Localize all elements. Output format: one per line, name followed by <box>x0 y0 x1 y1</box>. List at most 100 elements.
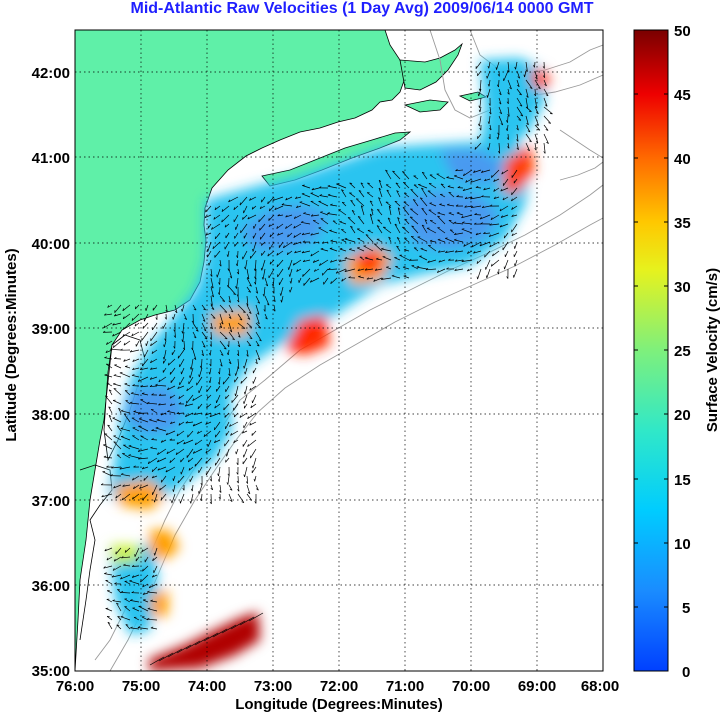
vector-arrow <box>221 214 230 223</box>
vector-arrowhead <box>245 481 248 484</box>
vector-arrow <box>424 219 428 225</box>
vector-arrowhead <box>461 259 465 262</box>
vector-arrow <box>470 196 482 200</box>
vector-arrow <box>366 192 374 198</box>
vector-arrowhead <box>138 411 141 414</box>
vector-arrowhead <box>112 323 115 326</box>
vector-arrowhead <box>147 607 151 610</box>
vector-arrowhead <box>455 169 458 172</box>
vector-arrowhead <box>279 293 282 296</box>
vector-arrow <box>114 364 122 369</box>
vector-arrow <box>488 142 491 151</box>
vector-arrowhead <box>330 260 333 263</box>
vector-arrow <box>198 484 203 494</box>
vector-arrow <box>320 218 329 225</box>
vector-arrowhead <box>115 495 117 499</box>
vector-arrow <box>246 322 252 328</box>
vector-arrow <box>231 394 239 403</box>
vector-arrow <box>150 331 158 342</box>
vector-arrow <box>503 70 509 82</box>
vector-arrow <box>382 256 392 261</box>
vector-arrowhead <box>157 468 160 471</box>
vector-arrow <box>192 421 203 427</box>
vector-arrow <box>233 403 239 411</box>
vector-arrowhead <box>235 451 237 455</box>
vector-arrowhead <box>241 501 245 504</box>
vector-arrow <box>176 439 185 445</box>
vector-arrowhead <box>344 269 347 272</box>
vector-arrowhead <box>511 214 514 217</box>
vector-arrow <box>525 97 529 109</box>
vector-arrowhead <box>229 330 233 333</box>
vector-arrowhead <box>266 303 270 306</box>
vector-arrowhead <box>483 231 486 234</box>
vector-arrowhead <box>214 405 216 409</box>
vector-arrowhead <box>534 105 538 109</box>
vector-arrow <box>330 277 338 285</box>
vector-arrow <box>339 259 347 262</box>
vector-arrow <box>162 322 167 329</box>
vector-arrow <box>196 376 203 386</box>
vector-arrowhead <box>259 206 262 209</box>
vector-arrow <box>133 484 140 490</box>
vector-arrowhead <box>544 84 547 87</box>
vector-arrow <box>183 439 194 445</box>
vector-arrow <box>330 259 338 263</box>
vector-arrowhead <box>211 308 215 310</box>
vector-arrowhead <box>129 599 133 601</box>
vector-arrow <box>122 313 131 320</box>
vector-arrowhead <box>248 312 252 314</box>
vector-arrowhead <box>232 338 235 341</box>
vector-arrow <box>420 248 428 252</box>
vector-arrow <box>489 241 500 248</box>
vector-arrowhead <box>411 225 415 228</box>
vector-arrow <box>350 226 356 234</box>
vector-arrow <box>543 79 547 87</box>
vector-arrow <box>122 493 131 501</box>
vector-arrowhead <box>244 266 246 270</box>
vector-arrow <box>402 266 410 270</box>
vector-arrow <box>294 214 302 219</box>
vector-arrow <box>205 421 212 425</box>
y-tick-label: 42:00 <box>32 65 70 82</box>
vector-arrow <box>303 259 311 263</box>
vector-arrow <box>219 304 228 313</box>
vector-arrow <box>287 232 293 238</box>
vector-arrow <box>165 430 176 436</box>
vector-arrow <box>259 205 266 210</box>
vector-arrow <box>252 376 257 384</box>
vector-arrow <box>185 421 194 424</box>
vector-arrow <box>485 259 491 270</box>
vector-arrowhead <box>381 277 384 280</box>
vector-arrowhead <box>394 223 398 226</box>
vector-arrowhead <box>479 127 482 131</box>
vector-arrowhead <box>147 590 150 593</box>
vector-arrowhead <box>378 197 381 200</box>
vector-arrowhead <box>104 548 107 552</box>
vector-arrowhead <box>296 269 299 272</box>
vector-arrowhead <box>341 278 343 282</box>
vector-arrowhead <box>133 465 136 468</box>
vector-arrowhead <box>394 200 398 203</box>
vector-arrowhead <box>206 396 209 399</box>
vector-arrowhead <box>162 356 165 360</box>
vector-arrow <box>210 331 212 340</box>
vector-arrowhead <box>518 119 521 121</box>
vector-arrowhead <box>525 69 528 72</box>
vector-arrow <box>493 196 500 200</box>
vector-arrowhead <box>493 189 496 192</box>
vector-arrowhead <box>474 147 476 150</box>
vector-arrowhead <box>230 310 234 313</box>
colorbar-tick-label: 30 <box>674 279 691 296</box>
vector-arrowhead <box>437 270 439 273</box>
vector-arrowhead <box>300 221 304 223</box>
vector-arrowhead <box>256 312 260 315</box>
vector-arrowhead <box>526 122 529 126</box>
vector-arrow <box>428 183 437 189</box>
vector-arrow <box>239 412 248 418</box>
vector-arrowhead <box>234 373 237 376</box>
vector-arrow <box>185 403 194 407</box>
x-tick-label: 74:00 <box>188 678 226 695</box>
vector-arrowhead <box>130 626 133 629</box>
vector-arrowhead <box>151 475 154 479</box>
